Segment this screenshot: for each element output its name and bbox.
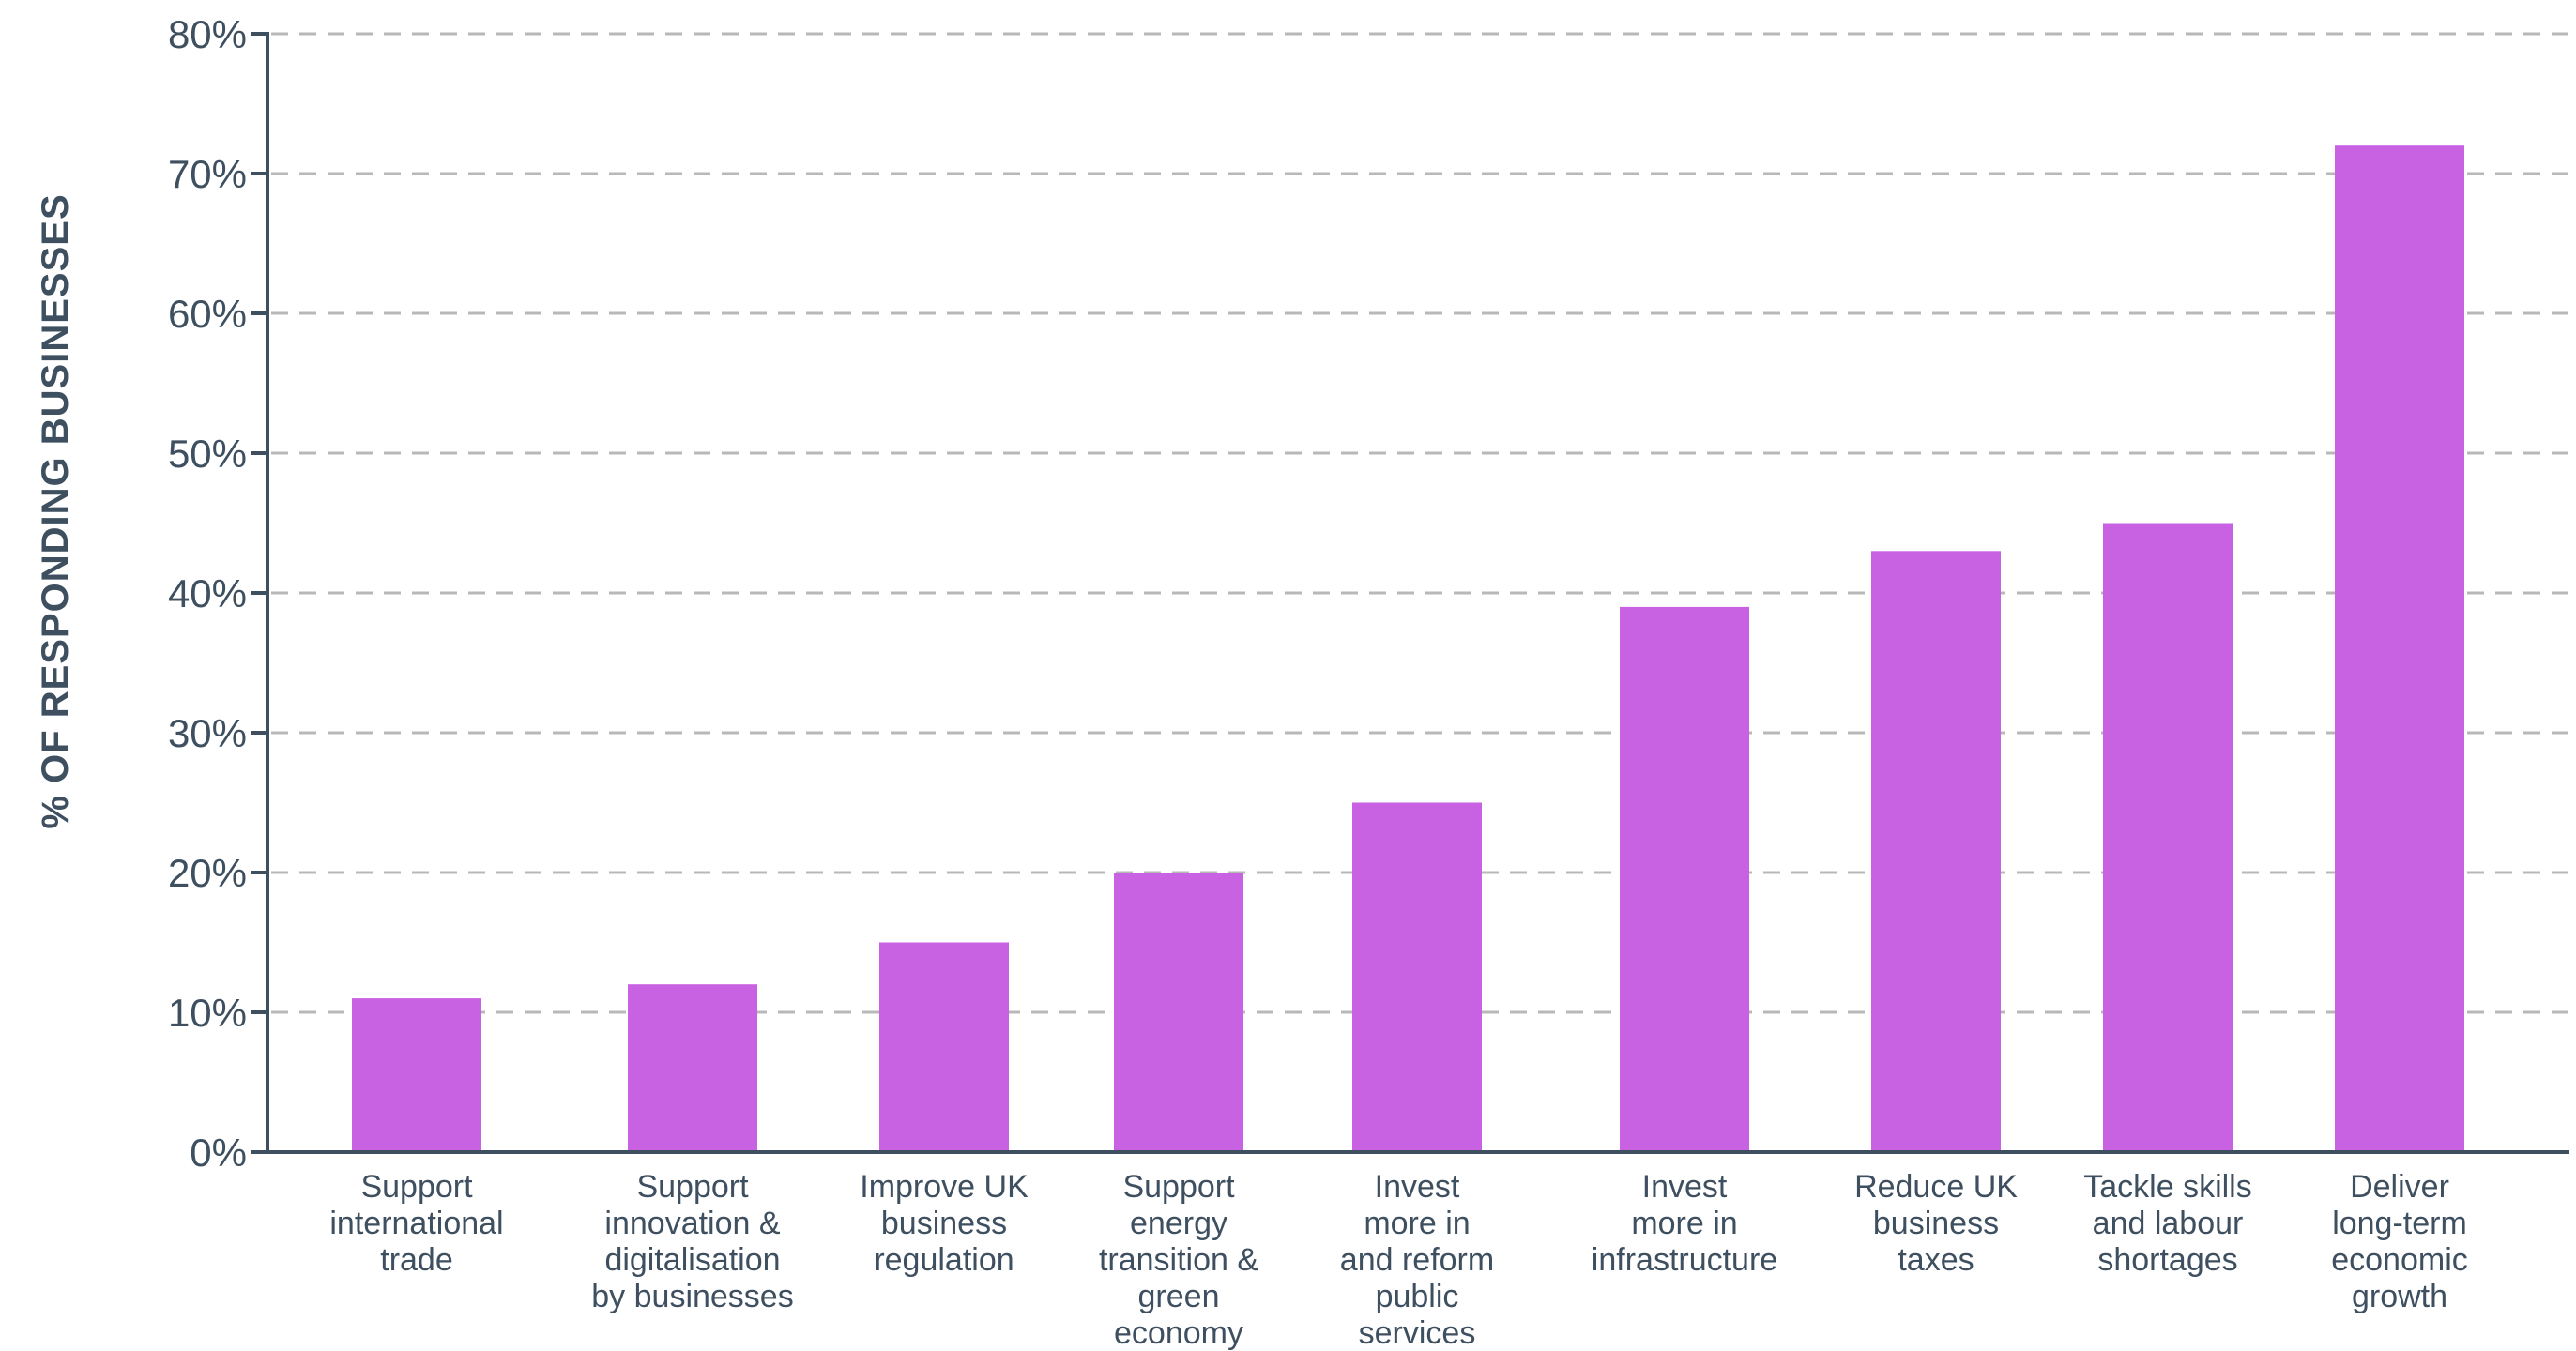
y-tick-label: 60% <box>168 292 247 336</box>
x-category-label: public <box>1376 1279 1459 1314</box>
bar <box>2335 145 2464 1153</box>
bar <box>2103 523 2233 1152</box>
x-category-label: digitalisation <box>604 1242 780 1278</box>
x-category-label: by businesses <box>591 1279 793 1314</box>
bar <box>352 998 481 1152</box>
x-category-label: business <box>1873 1206 1999 1241</box>
x-category-label: shortages <box>2097 1242 2237 1278</box>
bar <box>628 984 757 1152</box>
y-tick-label: 50% <box>168 432 247 476</box>
x-category-label: Support <box>636 1169 749 1205</box>
bar <box>1352 802 1482 1152</box>
x-category-label: growth <box>2352 1279 2447 1314</box>
x-category-label: more in <box>1364 1206 1470 1241</box>
x-category-label: green <box>1138 1279 1220 1314</box>
x-category-label: international <box>329 1206 503 1241</box>
x-category-label: Tackle skills <box>2083 1169 2251 1205</box>
x-category-label: Improve UK <box>860 1169 1029 1205</box>
bar <box>1620 606 1749 1152</box>
bar <box>1114 873 1243 1152</box>
axes <box>251 32 2569 1154</box>
x-category-label: long-term <box>2332 1206 2467 1241</box>
x-category-label: regulation <box>874 1242 1014 1278</box>
x-category-label: and reform <box>1340 1242 1494 1278</box>
y-tick-label: 10% <box>168 991 247 1035</box>
x-category-label: Invest <box>1375 1169 1460 1205</box>
bar <box>1871 551 2001 1152</box>
y-tick-label: 70% <box>168 152 247 196</box>
x-category-label: business <box>881 1206 1007 1241</box>
x-category-label: trade <box>380 1242 453 1278</box>
y-tick-label: 20% <box>168 851 247 895</box>
x-category-label: transition & <box>1099 1242 1258 1278</box>
x-category-labels: SupportinternationaltradeSupportinnovati… <box>329 1169 2467 1351</box>
y-tick-label: 40% <box>168 571 247 615</box>
y-axis-label: % OF RESPONDING BUSINESSES <box>35 193 76 828</box>
x-category-label: Deliver <box>2350 1169 2449 1205</box>
x-category-label: taxes <box>1898 1242 1974 1278</box>
x-category-label: economic <box>2331 1242 2468 1278</box>
x-category-label: more in <box>1631 1206 1737 1241</box>
bar <box>879 942 1009 1152</box>
x-category-label: Reduce UK <box>1854 1169 2018 1205</box>
x-category-label: Support <box>1122 1169 1235 1205</box>
x-category-label: infrastructure <box>1592 1242 1777 1278</box>
x-category-label: energy <box>1130 1206 1227 1241</box>
y-tick-label: 0% <box>190 1131 247 1175</box>
x-category-label: economy <box>1114 1315 1243 1351</box>
bars <box>352 145 2464 1153</box>
x-category-label: and labour <box>2093 1206 2244 1241</box>
x-category-label: innovation & <box>604 1206 780 1241</box>
x-category-label: services <box>1359 1315 1476 1351</box>
x-category-label: Support <box>360 1169 473 1205</box>
y-tick-label: 80% <box>168 12 247 56</box>
y-tick-labels: 0% 10% 20% 30% 40% 50% 60% 70% 80% <box>168 12 247 1175</box>
y-tick-label: 30% <box>168 711 247 755</box>
x-category-label: Invest <box>1642 1169 1728 1205</box>
